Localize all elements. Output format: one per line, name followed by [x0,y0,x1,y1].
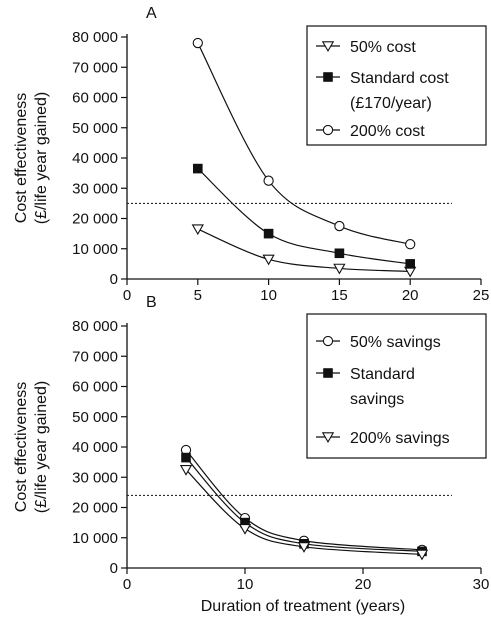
y-axis-title: Cost effectiveness [13,382,30,512]
panel-label: B [146,294,157,311]
y-tick-label: 80 000 [72,29,118,46]
x-tick-label: 25 [473,287,490,304]
x-axis-title: Duration of treatment (years) [201,598,406,615]
series-line [185,469,423,555]
legend-marker [323,368,333,378]
legend-marker [322,335,334,347]
series-200-cost [192,37,416,250]
y-tick-label: 70 000 [72,348,118,365]
legend-label: savings [350,391,404,408]
legend: 50% savings Standard savings 200% savings [306,313,487,459]
y-tick-label: 40 000 [72,150,118,167]
x-tick-label: 20 [402,287,419,304]
x-tick-label: 20 [355,576,372,593]
x-tick-label: 5 [194,287,202,304]
series-line [185,449,423,551]
series-50-savings [180,444,428,555]
data-point [263,228,274,239]
panel-label: A [146,5,157,22]
series-line [197,228,411,273]
y-tick-label: 30 000 [72,180,118,197]
legend-label: 200% savings [350,430,450,447]
y-tick-label: 20 000 [72,211,118,228]
y-tick-label: 20 000 [72,500,118,517]
legend-label: (£170/year) [350,95,432,112]
data-point [297,542,311,553]
data-point [334,220,345,232]
legend-label: 200% cost [350,123,425,140]
y-axis-title-units: (£/life year gained) [33,92,50,225]
series-200-savings [179,464,429,561]
series-line [197,42,411,245]
data-point [263,175,274,186]
y-axis-title: Cost effectiveness [13,93,30,223]
y-tick-label: 40 000 [72,439,118,456]
data-point [334,248,345,259]
y-tick-label: 0 [110,560,118,577]
y-tick-label: 60 000 [72,90,118,107]
chart-panel-b: B 0 10 000 20 000 30 000 40 000 50 000 60 000 70… [13,294,489,615]
legend-marker [321,41,335,53]
y-tick-label: 0 [110,271,118,288]
legend-box [306,313,487,459]
x-tick-label: 0 [123,287,131,304]
legend-marker [323,72,333,82]
y-tick-label: 70 000 [72,59,118,76]
x-tick-label: 10 [237,576,254,593]
x-tick-label: 15 [331,287,348,304]
x-tick-label: 30 [473,576,490,593]
legend: 50% cost Standard cost (£170/year) 200% cos… [306,25,487,146]
data-point [193,163,203,174]
data-point [415,549,429,561]
data-point [262,254,275,266]
data-point [405,259,415,269]
y-tick-label: 10 000 [72,530,118,547]
data-point [179,464,193,476]
legend-label: Standard [350,366,415,383]
data-point [192,37,203,49]
legend-marker [321,432,335,444]
legend-marker [322,124,334,136]
y-tick-label: 50 000 [72,409,118,426]
series-line [185,457,423,552]
series-50-cost [191,224,417,278]
chart-panel-a: A 0 10 000 20 000 30 000 40 000 50 000 60 000 70… [13,5,489,304]
series-standard-cost-170-year [193,163,415,269]
data-point [191,224,204,236]
data-point [333,263,346,275]
x-tick-label: 10 [260,287,277,304]
data-point [405,239,416,250]
y-tick-label: 80 000 [72,318,118,335]
y-tick-label: 50 000 [72,120,118,137]
x-tick-label: 0 [123,576,131,593]
legend-label: Standard cost [350,70,449,87]
data-point [238,523,252,535]
y-tick-label: 10 000 [72,241,118,258]
y-tick-label: 30 000 [72,469,118,486]
legend-label: 50% savings [350,334,441,351]
legend-label: 50% cost [350,39,416,56]
y-axis-title-units: (£/life year gained) [33,381,50,514]
data-point [181,452,191,463]
series-line [197,168,411,265]
y-tick-label: 60 000 [72,379,118,396]
